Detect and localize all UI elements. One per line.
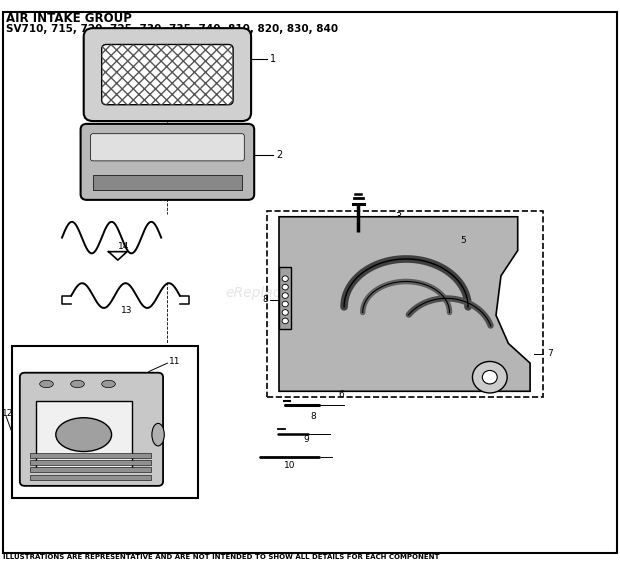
Text: AIR INTAKE GROUP: AIR INTAKE GROUP [6, 12, 132, 25]
Circle shape [282, 318, 288, 324]
Ellipse shape [71, 381, 84, 387]
Bar [279, 267, 291, 329]
Text: 1: 1 [270, 55, 276, 64]
Bar [30, 453, 151, 458]
FancyBboxPatch shape [84, 28, 251, 121]
Ellipse shape [152, 423, 164, 446]
Text: 6: 6 [338, 390, 343, 399]
Ellipse shape [102, 381, 115, 387]
Text: 7: 7 [547, 349, 552, 358]
Text: 8: 8 [310, 412, 316, 421]
Bar [12, 346, 198, 498]
Text: 5: 5 [460, 236, 466, 245]
Circle shape [282, 310, 288, 315]
Text: 11: 11 [169, 357, 180, 366]
FancyBboxPatch shape [91, 133, 244, 161]
Bar [30, 460, 151, 465]
Bar [30, 475, 151, 480]
Text: 14: 14 [118, 242, 129, 251]
Bar [93, 176, 242, 190]
Text: 2: 2 [276, 150, 282, 160]
Bar [36, 401, 132, 468]
Circle shape [472, 361, 507, 393]
Text: 8: 8 [262, 295, 268, 304]
Text: 12: 12 [2, 409, 13, 418]
Bar [30, 467, 151, 472]
Bar [267, 211, 542, 397]
Circle shape [282, 301, 288, 307]
FancyBboxPatch shape [102, 44, 233, 105]
Text: 10: 10 [284, 461, 296, 470]
Circle shape [282, 293, 288, 298]
FancyBboxPatch shape [81, 124, 254, 200]
Text: 13: 13 [121, 306, 133, 315]
Text: eReplacementParts.com: eReplacementParts.com [225, 286, 395, 300]
Ellipse shape [56, 418, 112, 452]
Text: ILLUSTRATIONS ARE REPRESENTATIVE AND ARE NOT INTENDED TO SHOW ALL DETAILS FOR EA: ILLUSTRATIONS ARE REPRESENTATIVE AND ARE… [3, 554, 440, 560]
Ellipse shape [40, 381, 53, 387]
Text: 3: 3 [396, 212, 402, 222]
Text: SV710, 715, 720, 725, 730, 735, 740, 810, 820, 830, 840: SV710, 715, 720, 725, 730, 735, 740, 810… [6, 24, 339, 34]
Circle shape [482, 370, 497, 384]
Text: 9: 9 [304, 435, 309, 444]
FancyBboxPatch shape [20, 373, 163, 486]
Polygon shape [279, 217, 530, 391]
Circle shape [282, 284, 288, 290]
Circle shape [282, 276, 288, 282]
